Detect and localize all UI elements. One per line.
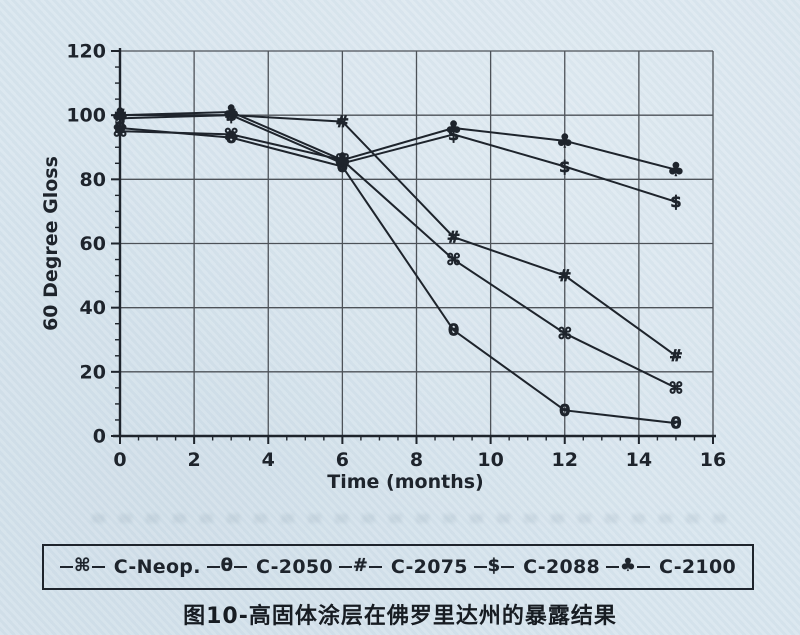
series-line-c-2050 [119, 127, 677, 425]
legend-entry-c-2050: θ C-2050 [206, 556, 333, 578]
legend-label: C-2088 [523, 556, 601, 578]
series-marker-c-2075: # [224, 106, 237, 125]
y-axis-title: 60 Degree Gloss [40, 156, 62, 331]
series-marker-c-neop-: ⌘ [446, 250, 461, 269]
x-tick-label: 2 [188, 449, 201, 471]
series-marker-c-2100: ♣ [445, 117, 462, 139]
y-tick-label: 80 [80, 169, 106, 191]
series-marker-c-2088: $ [114, 109, 125, 128]
legend-label: C-2075 [390, 556, 468, 578]
series-marker-c-2088: $ [670, 192, 681, 211]
series-marker-c-2050: θ [226, 128, 237, 147]
gloss-line-chart: 0 2 4 6 8 10 12 14 16 0 20 40 60 80 100 120 Time (months… [40, 41, 726, 494]
figure-caption: 图10-高固体涂层在佛罗里达州的暴露结果 [183, 604, 617, 629]
legend-label: C-2050 [255, 556, 333, 578]
series-line-c-2088 [119, 114, 677, 203]
series-marker-c-2075: # [447, 228, 460, 247]
series-marker-c-2100: ♣ [223, 101, 240, 123]
series-marker-c-2050: θ [670, 414, 681, 433]
series-marker-c-2050: θ [115, 118, 126, 137]
series-marker-c-2088: $ [226, 106, 237, 125]
series-marker-c-neop-: ⌘ [335, 151, 350, 170]
series-marker-c-neop-: ⌘ [113, 122, 128, 141]
series-marker-c-2100: ♣ [556, 130, 573, 152]
series-marker-c-2075: # [558, 266, 571, 285]
chart-canvas: 0 2 4 6 8 10 12 14 16 0 20 40 60 80 100 120 Time (months… [40, 41, 726, 494]
y-tick-label: 120 [66, 41, 106, 63]
c-2100-marker-icon: ♣ [605, 557, 651, 576]
series-marker-c-2050: θ [448, 321, 459, 340]
legend-entry-c-2088: $ C-2088 [473, 556, 601, 578]
series-marker-c-2100: ♣ [334, 150, 351, 172]
y-tick-label: 40 [80, 297, 106, 319]
x-axis-title: Time (months) [327, 471, 483, 493]
legend-entry-c-neop: ⌘ C-Neop. [60, 556, 201, 578]
x-tick-label: 14 [626, 449, 652, 471]
x-tick-label: 0 [113, 449, 126, 471]
legend-label: C-Neop. [113, 556, 201, 578]
series-marker-c-2100: ♣ [667, 159, 684, 181]
series-marker-c-2075: # [113, 106, 126, 125]
x-tick-label: 4 [262, 449, 275, 471]
x-tick-label: 8 [410, 449, 423, 471]
legend-entry-c-2100: ♣ C-2100 [605, 556, 736, 578]
y-tick-label: 0 [93, 426, 106, 448]
series-marker-c-2075: # [669, 346, 682, 365]
series-marker-c-2088: $ [337, 154, 348, 173]
series-marker-c-2088: $ [448, 125, 459, 144]
series-marker-c-neop-: ⌘ [224, 125, 239, 144]
c-2050-marker-icon: θ [206, 557, 247, 576]
series-marker-c-2088: $ [559, 157, 570, 176]
x-tick-label: 6 [336, 449, 349, 471]
c-2088-marker-icon: $ [473, 557, 515, 576]
x-tick-label: 16 [700, 449, 726, 471]
series-line-c-2100 [119, 110, 677, 171]
x-tick-label: 12 [552, 449, 578, 471]
y-tick-label: 60 [80, 233, 106, 255]
y-tick-label: 100 [66, 105, 106, 127]
series-marker-c-2050: θ [559, 401, 570, 420]
series-line-c-neop- [119, 130, 677, 389]
series-line-c-2075 [120, 114, 677, 357]
x-tick-label: 10 [477, 449, 503, 471]
series-marker-c-2075: # [336, 112, 349, 131]
series-marker-c-neop-: ⌘ [557, 324, 572, 343]
series-marker-c-neop-: ⌘ [669, 378, 684, 397]
c-neop-marker-icon: ⌘ [60, 557, 105, 576]
series-marker-c-2100: ♣ [111, 105, 128, 127]
legend-entry-c-2075: # C-2075 [338, 556, 468, 578]
legend: ⌘ C-Neop. θ C-2050 # C-2075 $ C-2088 ♣ C… [42, 544, 754, 590]
legend-label: C-2100 [659, 556, 736, 578]
y-tick-label: 20 [80, 361, 106, 383]
c-2075-marker-icon: # [338, 557, 382, 576]
series-marker-c-2050: θ [337, 157, 348, 176]
